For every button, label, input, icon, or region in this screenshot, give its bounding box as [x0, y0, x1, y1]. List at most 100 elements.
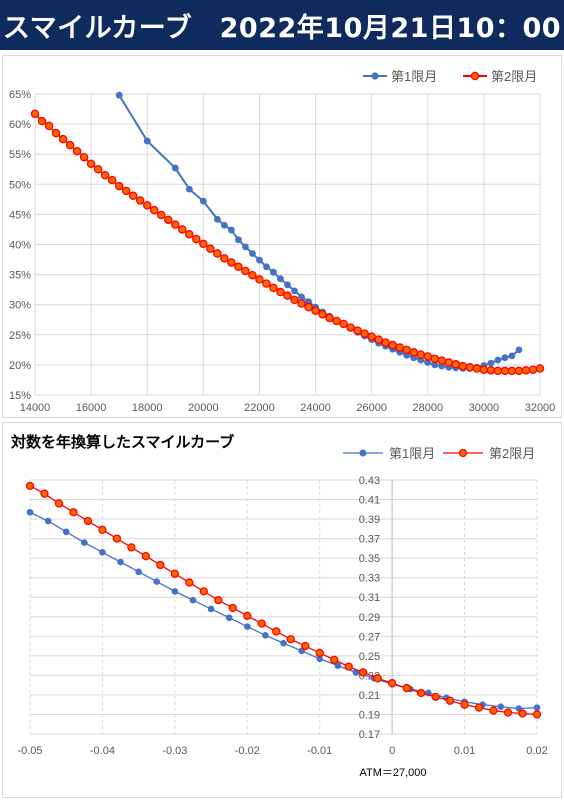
data-point-series-2	[301, 641, 310, 651]
y-tick-label: 0.17	[359, 729, 380, 741]
data-point-series-2	[127, 543, 136, 552]
data-point-series-2	[346, 323, 355, 332]
data-point-series-2	[255, 275, 264, 284]
data-point-series-2	[213, 249, 222, 258]
data-point-series-2	[535, 364, 545, 373]
data-point-series-2	[472, 364, 482, 373]
data-point-series-2	[83, 516, 93, 526]
data-point-series-1	[431, 361, 439, 369]
data-point-series-2	[37, 116, 47, 126]
y-tick-label: 65%	[9, 89, 31, 101]
y-tick-label: 0.25	[359, 651, 380, 663]
data-point-series-2	[44, 121, 54, 131]
atm-annotation: ATM＝27,000	[359, 767, 426, 779]
legend-marker-2	[470, 71, 480, 81]
data-point-series-2	[402, 683, 411, 693]
data-point-series-1	[508, 352, 516, 360]
data-point-series-1	[270, 268, 277, 276]
series-line-2	[29, 485, 538, 716]
data-point-series-2	[65, 140, 75, 150]
data-point-series-2	[304, 302, 313, 312]
data-point-series-2	[353, 326, 362, 335]
data-point-series-1	[501, 354, 509, 362]
data-point-series-2	[185, 578, 194, 587]
data-point-series-2	[528, 365, 538, 374]
y-tick-label: 0.35	[359, 553, 380, 565]
x-tick-label: -0.01	[307, 745, 332, 757]
data-point-series-2	[445, 696, 455, 705]
x-tick-label: 32000	[525, 402, 556, 414]
x-tick-label: 16000	[76, 402, 107, 414]
y-tick-label: 25%	[9, 330, 31, 342]
y-tick-label: 40%	[9, 240, 31, 252]
data-point-series-2	[199, 587, 208, 596]
data-point-series-1	[316, 655, 324, 663]
data-point-series-1	[235, 236, 242, 244]
page-title: スマイルカーブ 2022年10月21日10：00	[0, 0, 564, 50]
data-point-series-1	[298, 293, 305, 301]
data-point-series-2	[220, 254, 229, 263]
legend-label-1: 第1限月	[391, 69, 437, 84]
data-point-series-2	[431, 692, 440, 702]
legend-marker-2	[458, 448, 468, 458]
data-point-series-1	[494, 356, 502, 364]
data-point-series-2	[430, 354, 440, 364]
data-point-series-1	[533, 704, 541, 711]
legend-label-2: 第2限月	[491, 69, 537, 84]
y-tick-label: 0.39	[359, 514, 380, 526]
data-point-series-2	[360, 329, 369, 338]
data-point-series-1	[171, 164, 179, 172]
data-point-series-2	[479, 365, 489, 374]
data-point-series-1	[291, 287, 298, 295]
y-tick-label: 15%	[9, 390, 31, 402]
data-point-series-2	[248, 270, 257, 280]
data-point-series-1	[487, 359, 495, 367]
data-point-series-1	[424, 359, 432, 366]
data-point-series-2	[367, 332, 376, 341]
x-tick-label: -0.02	[235, 745, 260, 757]
y-tick-label: 0.41	[359, 495, 380, 507]
y-tick-label: 0.27	[359, 631, 380, 643]
data-point-series-2	[107, 175, 117, 185]
data-point-series-1	[26, 508, 34, 516]
data-point-series-2	[514, 366, 524, 376]
data-point-series-2	[290, 295, 299, 305]
log-annualized-smile-chart: 対数を年換算したスマイルカーブ0.170.190.210.230.250.270…	[10, 433, 548, 779]
chart-title: 対数を年換算したスマイルカーブ	[10, 433, 234, 451]
smile-curve-chart: 15% 20% 25% 30% 35% 40% 45% 50% 55% 60% 65% 14000 16…	[9, 69, 556, 414]
data-point-series-2	[192, 234, 201, 244]
data-point-series-1	[81, 539, 88, 546]
data-point-series-2	[460, 700, 469, 709]
data-point-series-2	[69, 508, 78, 517]
data-point-series-2	[156, 560, 165, 570]
data-point-series-2	[311, 306, 320, 315]
data-point-series-2	[359, 668, 368, 677]
data-point-series-2	[149, 205, 159, 215]
data-point-series-1	[263, 263, 270, 271]
data-point-series-2	[395, 343, 404, 352]
data-point-series-2	[458, 361, 468, 371]
data-point-series-2	[423, 352, 433, 361]
y-tick-label: 0.33	[359, 573, 380, 585]
data-point-series-1	[44, 517, 52, 525]
data-point-series-2	[518, 709, 527, 718]
data-point-series-1	[135, 568, 142, 576]
data-point-series-1	[153, 578, 161, 585]
legend-marker-1	[371, 72, 379, 80]
x-tick-label: -0.04	[90, 745, 115, 757]
data-point-series-2	[339, 319, 348, 329]
data-point-series-1	[189, 596, 197, 604]
data-point-series-2	[373, 674, 382, 683]
data-point-series-1	[213, 215, 221, 223]
data-point-series-1	[171, 588, 179, 595]
data-point-series-2	[283, 291, 292, 300]
data-point-series-2	[437, 356, 447, 365]
data-point-series-2	[402, 345, 411, 355]
data-point-series-1	[227, 226, 235, 234]
data-point-series-2	[227, 258, 236, 267]
data-point-series-2	[276, 287, 285, 297]
data-point-series-1	[199, 197, 207, 205]
series-line-2	[34, 113, 541, 372]
data-point-series-1	[143, 137, 151, 145]
y-tick-label: 0.43	[359, 475, 380, 487]
